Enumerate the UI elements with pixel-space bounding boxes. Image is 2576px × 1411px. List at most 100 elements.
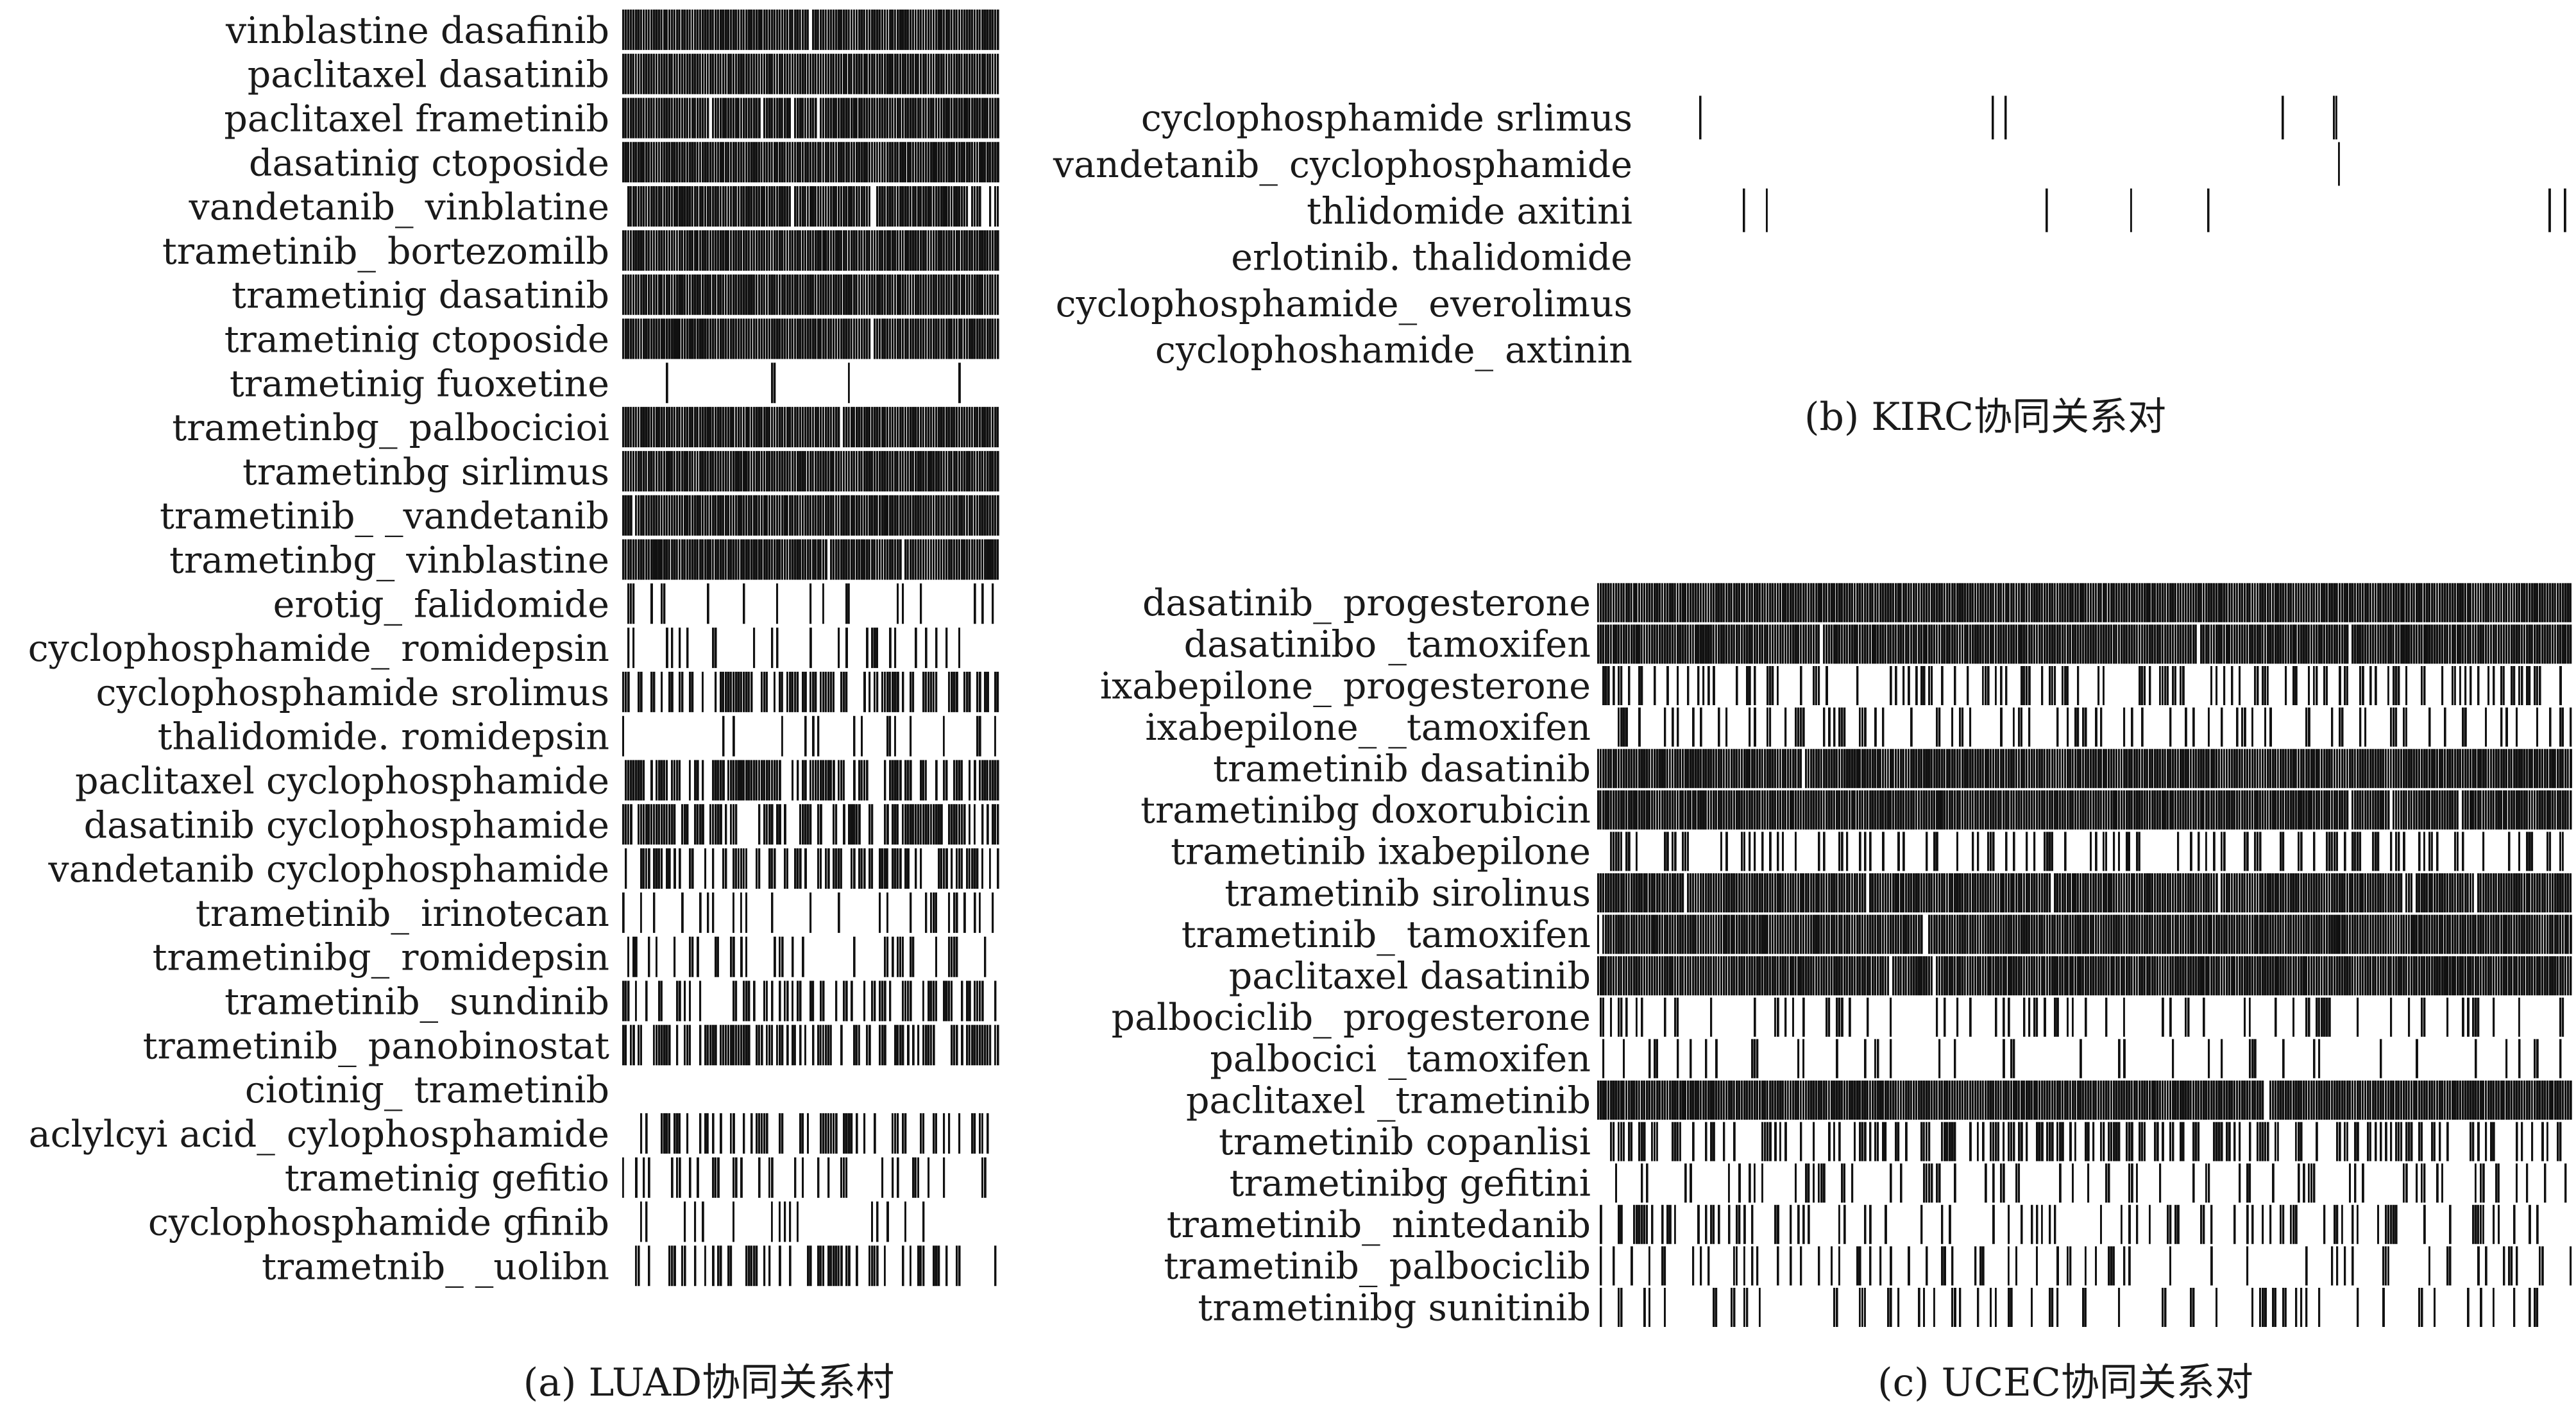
row-band [627,186,999,227]
row-label: paclitaxel dasatinib [248,54,609,96]
row-band [640,1201,925,1242]
caption-b: (b) KIRC协同关系对 [1804,395,2166,440]
row-label: dasatinib cyclophosphamide [84,804,609,846]
row-band [622,274,999,315]
row-band [622,1025,999,1066]
row-label: trametinibg_ romidepsin [153,937,609,979]
row-band [1597,583,2572,622]
row-band [1615,1163,2567,1203]
row-label: cyclophosphamide srlimus [1141,98,1632,140]
row-label: cyclophosphamide_ everolimus [1056,283,1632,325]
row-band [666,363,961,404]
row-label: ixabepilone_ _tamoxifen [1145,706,1591,749]
row-label: ixabepilone_ progesterone [1100,665,1591,707]
row-label: trametinib_ bortezomilb [162,230,609,273]
row-label: paclitaxel _trametinib [1186,1079,1591,1122]
row-label: cyclophosphamide srolimus [96,672,609,714]
row-band [1618,707,2572,747]
row-band [1602,666,2562,705]
caption-a: (a) LUAD协同关系村 [523,1360,894,1405]
row-band [625,848,999,889]
row-label: trametinib_ nintedanib [1167,1204,1591,1246]
row-band [1597,749,2572,789]
row-label: vandetanib_ cyclophosphamide [1053,144,1632,186]
row-band [622,53,999,94]
row-band [1743,188,2566,232]
row-label: ciotinig_ trametinib [245,1069,609,1111]
row-label: trametinig ctoposide [225,319,609,361]
row-band [1600,997,2564,1037]
row-band [640,1113,989,1154]
row-label: vandetanib_ vinblatine [189,186,609,228]
row-label: paclitaxel cyclophosphamide [75,760,609,803]
row-label: trametinibg gefitini [1230,1163,1591,1205]
row-label: trametinig dasatinib [232,275,609,317]
row-label: paclitaxel frametinib [224,98,609,141]
row-label: palbociclib_ progesterone [1112,996,1591,1039]
row-label: vandetanib cyclophosphamide [47,848,609,891]
row-band [1610,832,2564,871]
row-band [622,495,999,536]
row-band [627,936,987,977]
row-label: trametinib dasatinib [1213,748,1591,791]
row-band [622,9,999,50]
row-band [1600,1288,2539,1327]
row-band [1597,873,2572,912]
row-band [627,583,994,624]
row-label: vinblastine dasafinib [225,10,609,52]
row-band [622,715,996,757]
row-label: trametinig gefitio [285,1158,609,1200]
row-band [622,1157,987,1198]
row-band [622,892,994,933]
row-label: dasatinig ctoposide [249,142,609,184]
row-band [622,450,999,492]
row-band [625,760,999,801]
row-label: cyclophosphamide gfinib [148,1202,609,1244]
row-label: trametinib ixabepilone [1171,831,1591,873]
row-label: thlidomide axitini [1307,190,1632,232]
row-label: cyclophoshamide_ axtinin [1155,329,1632,372]
row-label: trametinib_ panobinostat [143,1025,609,1067]
row-label: trametinib_ _vandetanib [160,495,609,538]
row-band [622,142,999,183]
row-band [1597,956,2572,996]
row-label: dasatinib_ progesterone [1142,582,1591,624]
row-label: erotig_ falidomide [273,583,609,626]
row-band [622,98,999,139]
row-band [627,628,960,669]
row-band [622,407,999,448]
row-label: trametinib_ sundinib [225,981,609,1023]
row-band [622,671,999,712]
row-band [622,804,999,845]
row-label: trametinib_ irinotecan [196,893,609,935]
row-band [1610,1122,2562,1161]
row-band [1597,624,2572,664]
row-label: thalidomide. romidepsin [158,716,609,758]
row-band [2338,142,2340,186]
row-band [1600,1246,2572,1286]
row-band [1600,1204,2539,1244]
row-label: aclylcyi acid_ cylophosphamide [29,1113,609,1156]
row-label: cyclophosphamide_ romidepsin [28,628,609,670]
row-label: palbocici _tamoxifen [1210,1038,1591,1081]
row-band [622,318,999,359]
row-band [1597,790,2572,830]
row-band [622,230,999,271]
row-label: trametinib_ tamoxifen [1182,914,1591,956]
row-band [622,980,997,1022]
row-label: paclitaxel dasatinib [1229,955,1591,998]
row-label: trametinbg_ vinblastine [169,540,609,582]
caption-c: (c) UCEC协同关系对 [1877,1360,2253,1405]
row-label: trametinig fuoxetine [230,363,609,405]
row-label: trametinibg doxorubicin [1140,789,1591,832]
row-label: trametinbg_ palbocicioi [172,407,609,449]
row-label: trametinib copanlisi [1219,1121,1591,1163]
row-label: trametinibg sunitinib [1198,1287,1591,1329]
row-band [1597,914,2572,954]
row-label: trametinib_ palbociclib [1164,1245,1591,1288]
row-band [635,1245,997,1287]
row-label: trametnib_ _uolibn [262,1245,609,1288]
